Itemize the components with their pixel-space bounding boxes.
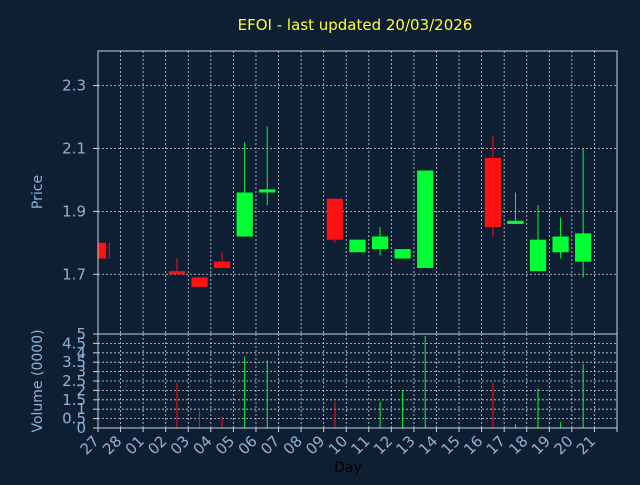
candle-body bbox=[529, 239, 547, 272]
candle-body bbox=[168, 271, 186, 275]
volume-plot-frame bbox=[97, 333, 618, 429]
volume-y-tick-label: 0 bbox=[76, 419, 86, 437]
volume-y-tick-label: 4 bbox=[76, 344, 86, 362]
volume-y-tick-label: 4.5 bbox=[62, 334, 86, 352]
x-axis-label: Day bbox=[334, 460, 362, 476]
price-panel: 1.7 1.9 2.1 2.3 bbox=[62, 50, 618, 335]
chart-title: EFOI - last updated 20/03/2026 bbox=[238, 16, 473, 34]
volume-y-tick-label: 2 bbox=[76, 381, 86, 399]
volume-y-tick-label: 2.5 bbox=[62, 372, 86, 390]
price-axis-label: Price bbox=[30, 175, 46, 209]
volume-axis-label: Volume (0000) bbox=[30, 329, 46, 432]
candle-body bbox=[575, 233, 592, 262]
candle-body bbox=[236, 192, 253, 237]
candle-body bbox=[371, 236, 389, 250]
price-y-tick-label: 2.3 bbox=[62, 77, 86, 95]
candle-body bbox=[417, 170, 434, 268]
candle-body bbox=[552, 236, 569, 253]
price-y-tick-label: 1.9 bbox=[62, 202, 86, 220]
candle-body bbox=[213, 261, 231, 268]
candle-body bbox=[484, 157, 502, 228]
volume-y-tick-label: 1 bbox=[76, 400, 86, 418]
volume-y-tick-label: 3 bbox=[76, 363, 86, 381]
volume-y-tick-label: 1.5 bbox=[62, 391, 86, 409]
volume-y-tick-label: 0.5 bbox=[62, 410, 86, 428]
candle-body bbox=[394, 249, 411, 259]
candle-body bbox=[259, 189, 276, 193]
candle-body bbox=[98, 242, 107, 259]
candle-body bbox=[191, 277, 208, 287]
price-y-tick-label: 2.1 bbox=[62, 139, 86, 157]
volume-y-tick-label: 5 bbox=[76, 325, 86, 343]
volume-y-tick-label: 3.5 bbox=[62, 353, 86, 371]
price-y-tick-label: 1.7 bbox=[62, 265, 86, 283]
candle-body bbox=[349, 239, 366, 253]
candle-body bbox=[326, 198, 344, 240]
candle-body bbox=[507, 220, 524, 224]
